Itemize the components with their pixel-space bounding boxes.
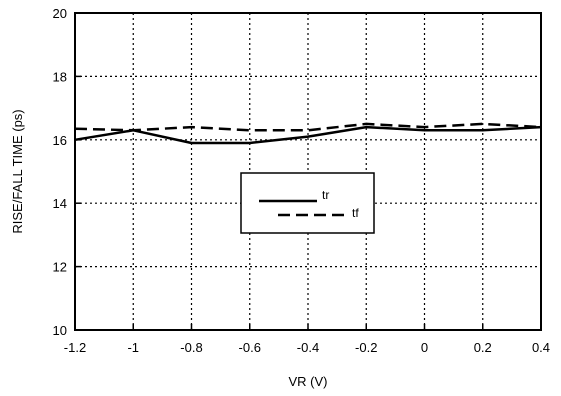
series-line-tr <box>74 125 542 145</box>
x-tick-label: -1 <box>127 340 139 355</box>
x-tick-label: -0.2 <box>355 340 377 355</box>
y-axis-label: RISE/FALL TIME (ps) <box>10 109 25 233</box>
series-line-tf <box>74 122 542 132</box>
legend-label-tf: tf <box>352 206 359 220</box>
x-tick-label: -0.4 <box>297 340 319 355</box>
y-tick-label: 20 <box>53 6 67 21</box>
legend-box <box>240 172 375 234</box>
series-layer <box>74 122 542 145</box>
grid <box>75 13 541 330</box>
y-tick-label: 14 <box>53 196 67 211</box>
tick-labels: -1.2 -1 -0.8 -0.6 -0.4 -0.2 0 0.2 0.4 10 12 14 16 18 2… <box>53 6 551 355</box>
x-tick-label: 0 <box>421 340 428 355</box>
plot-frame <box>74 12 542 331</box>
x-axis-label: VR (V) <box>289 374 328 389</box>
y-tick-label: 18 <box>53 69 67 84</box>
y-tick-label: 10 <box>53 323 67 338</box>
legend-label-tr: tr <box>322 188 329 202</box>
x-tick-label: 0.4 <box>532 340 550 355</box>
x-tick-label: -0.6 <box>239 340 261 355</box>
x-tick-label: -0.8 <box>180 340 202 355</box>
y-tick-label: 12 <box>53 260 67 275</box>
legend: tr tf <box>240 172 375 234</box>
x-tick-label: -1.2 <box>64 340 86 355</box>
x-tick-label: 0.2 <box>474 340 492 355</box>
y-tick-label: 16 <box>53 133 67 148</box>
